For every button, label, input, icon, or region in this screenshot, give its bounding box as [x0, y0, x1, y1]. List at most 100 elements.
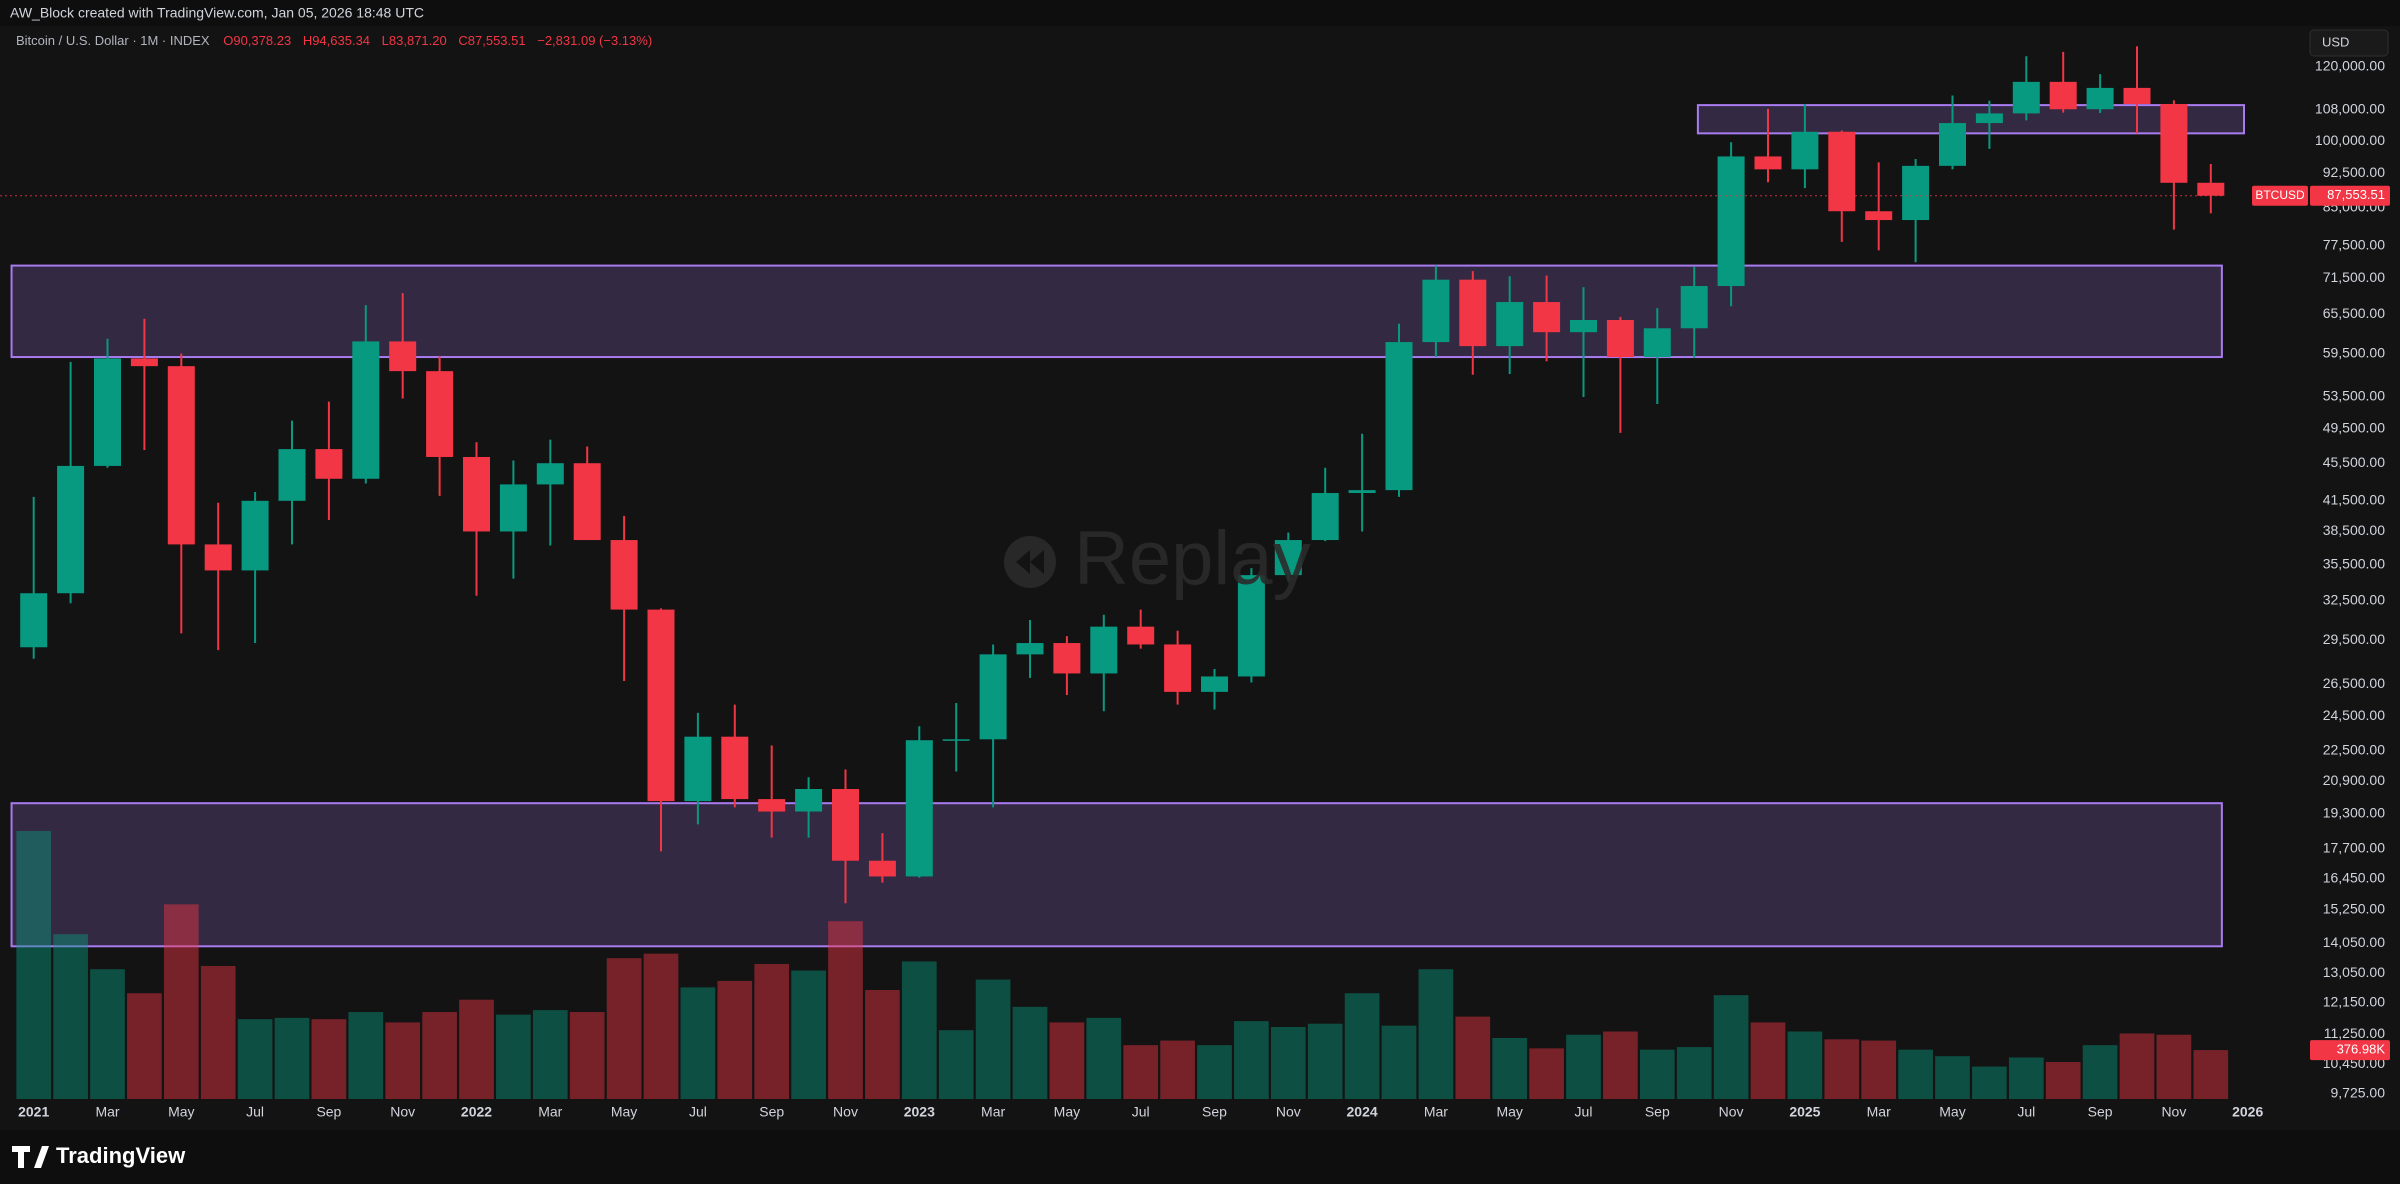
volume-bar [1972, 1066, 2007, 1099]
y-tick-label: 35,500.00 [2323, 555, 2385, 571]
y-tick-label: 77,500.00 [2323, 236, 2385, 252]
volume-bar [311, 1019, 347, 1099]
candle-body [1791, 131, 1819, 170]
candle-body [647, 609, 675, 802]
volume-bar [496, 1014, 531, 1099]
footer [0, 1130, 2400, 1184]
x-tick-label: 2025 [1789, 1104, 1820, 1120]
volume-bar [1455, 1016, 1491, 1099]
x-tick-label: Mar [95, 1104, 119, 1120]
y-tick-label: 15,250.00 [2323, 901, 2385, 917]
x-tick-label: Sep [2088, 1104, 2113, 1120]
candle-body [832, 788, 859, 861]
candle-body [1975, 113, 2003, 124]
zone [1696, 104, 2246, 135]
candle-body [1865, 211, 1893, 221]
candle-body [942, 739, 970, 741]
currency[interactable]: USD [2322, 34, 2349, 49]
volume-bar [2045, 1062, 2081, 1099]
volume-bar [2119, 1033, 2155, 1099]
volume-bar [237, 1019, 273, 1099]
candle-body [1348, 490, 1376, 494]
y-tick-label: 41,500.00 [2323, 492, 2385, 508]
x-tick-label: Mar [1867, 1104, 1891, 1120]
candle-body [315, 449, 343, 479]
y-tick-label: 29,500.00 [2323, 631, 2385, 647]
volume-bar [901, 961, 937, 1099]
volume-bar [1898, 1049, 1933, 1099]
candle-body [2012, 81, 2040, 114]
x-tick-label: Mar [538, 1104, 562, 1120]
y-tick-label: 92,500.00 [2323, 164, 2385, 180]
candle-body [2123, 87, 2151, 104]
x-tick-label: Nov [1276, 1104, 1301, 1120]
brand-icon[interactable] [12, 1146, 49, 1168]
y-tick-label: 49,500.00 [2323, 419, 2385, 435]
candle-body [1902, 165, 1930, 221]
y-tick-label: 22,500.00 [2323, 742, 2385, 758]
volume-bar [1012, 1006, 1048, 1099]
candle-body [1643, 328, 1671, 358]
candle-body [426, 371, 454, 457]
volume-bar [1160, 1040, 1195, 1099]
volume-bar [1492, 1038, 1528, 1099]
volume-bar [1381, 1025, 1417, 1099]
x-tick-label: May [1939, 1104, 1965, 1120]
brand-name[interactable]: TradingView [56, 1143, 186, 1168]
watermark: Replay [1004, 516, 1311, 601]
price-label: 87,553.51 [2327, 187, 2385, 202]
y-tick-label: 11,250.00 [2324, 1025, 2385, 1041]
volume-bar [569, 1012, 605, 1099]
volume-bar [606, 958, 642, 1099]
marks: 120,000.00 108,000.00 100,000.00 92,500.00 8… [0, 46, 2390, 1120]
watermark-text: Replay [1074, 516, 1311, 601]
volume-bar [1824, 1039, 1860, 1099]
volume-bar [2193, 1050, 2229, 1099]
volume-bar [1049, 1022, 1085, 1099]
volume-bar [1787, 1031, 1823, 1099]
volume-bar [1307, 1023, 1343, 1099]
volume-bar [1861, 1040, 1897, 1099]
candle-body [1053, 643, 1081, 674]
y-tick-label: 17,700.00 [2323, 840, 2385, 856]
volume-bar [348, 1012, 384, 1099]
volume-bar [16, 831, 52, 1099]
volume-bar [1529, 1048, 1564, 1099]
x-tick-label: 2024 [1347, 1104, 1378, 1120]
y-tick-label: 100,000.00 [2315, 132, 2385, 148]
candle-body [1459, 279, 1487, 347]
zone [10, 802, 2223, 948]
candle-body [795, 788, 823, 812]
x-tick-label: Nov [1719, 1104, 1744, 1120]
candle-body [20, 593, 48, 648]
candle-body [278, 449, 306, 501]
y-tick-label: 16,450.00 [2323, 870, 2385, 886]
x-tick-label: Jul [1132, 1104, 1150, 1120]
x-tick-label: Jul [2017, 1104, 2035, 1120]
volume-bar [1603, 1031, 1638, 1099]
x-tick-label: Nov [833, 1104, 858, 1120]
y-tick-label: 38,500.00 [2323, 522, 2385, 538]
candle-body [2086, 87, 2114, 110]
currency-box[interactable] [2309, 29, 2389, 57]
volume-bar [1197, 1045, 1232, 1099]
candle-body [167, 366, 195, 545]
candle-body [1533, 302, 1561, 333]
candle-body [1237, 575, 1265, 677]
legend-value: −2,831.09 (−3.13%) [537, 33, 652, 48]
legend-value: O90,378.23 [223, 33, 291, 48]
volume-bar [1639, 1049, 1675, 1099]
symbol-label-box [2252, 185, 2308, 206]
candle-body [2197, 182, 2225, 196]
header: AW_Block created with TradingView.com, J… [10, 5, 424, 21]
brand-logo[interactable]: TradingView [12, 1143, 186, 1168]
volume-bar [717, 980, 753, 1099]
candle-body [499, 484, 527, 532]
volume-bar [1123, 1045, 1159, 1099]
candle-body [610, 540, 638, 610]
volume-bar [1676, 1047, 1712, 1099]
x-tick-label: Sep [1202, 1104, 1227, 1120]
x-tick-label: Nov [390, 1104, 415, 1120]
y-tick-label: 13,050.00 [2323, 964, 2385, 980]
